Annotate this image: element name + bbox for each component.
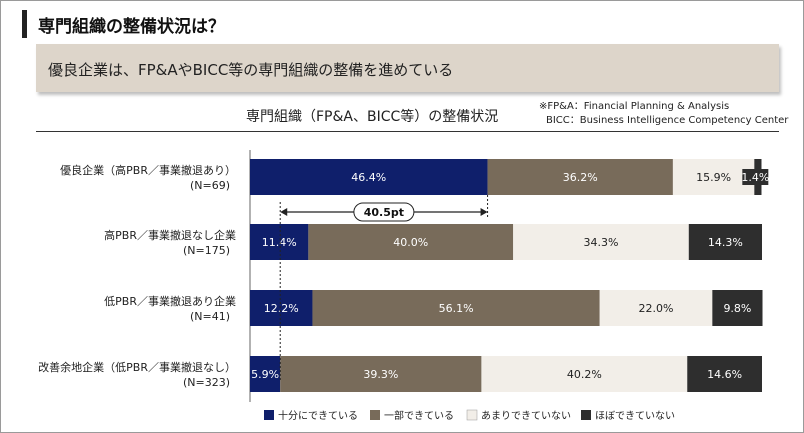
legend-label: 一部できている [384, 409, 454, 422]
bar-segment [250, 290, 313, 326]
category-label: 高PBR／事業撤退なし企業 [104, 228, 236, 242]
data-label: 56.1% [439, 302, 474, 315]
annotation-arrow-head [280, 208, 288, 216]
data-label: 12.2% [264, 302, 299, 315]
bar-segment [688, 224, 762, 260]
bar-segment [672, 159, 755, 195]
bar-segment [513, 224, 689, 260]
annotation-pill [353, 202, 415, 222]
data-label: 36.2% [563, 171, 598, 184]
data-label: 39.3% [363, 368, 398, 381]
legend-swatch [370, 410, 380, 420]
bar-segment [687, 356, 762, 392]
data-label: 15.9% [696, 171, 731, 184]
category-label: 低PBR／事業撤退あり企業 [104, 294, 236, 308]
category-label: 改善余地企業（低PBR／事業撤退なし） [38, 360, 236, 374]
bar-segment [312, 290, 600, 326]
data-label: 46.4% [351, 171, 386, 184]
data-label: 9.8% [723, 302, 751, 315]
legend-swatch [264, 410, 274, 420]
legend-label: 十分にできている [278, 409, 358, 422]
annotation-arrow-head [480, 208, 488, 216]
data-label-box [742, 169, 769, 185]
subtitle-text: 優良企業は、FP&AやBICC等の専門組織の整備を進めている [48, 61, 454, 79]
bar-segment [250, 159, 488, 195]
legend-label: ほぼできていない [595, 410, 675, 422]
legend-swatch [581, 410, 591, 420]
bar-segment [712, 290, 763, 326]
bar-segment [250, 356, 281, 392]
bar-segment [308, 224, 514, 260]
category-n-label: (N=323) [183, 376, 230, 389]
footnote-fpa: ※FP&A：Financial Planning & Analysis [539, 101, 730, 112]
data-label: 34.3% [583, 236, 618, 249]
bar-segment [280, 356, 482, 392]
bar-segment [487, 159, 673, 195]
category-n-label: (N=69) [190, 179, 230, 192]
bar-segment [250, 224, 309, 260]
chart-top-rule [36, 131, 779, 132]
footnote-bicc: BICC：Business Intelligence Competency Ce… [546, 115, 789, 126]
data-label: 1.4% [741, 171, 769, 184]
chart-title: 専門組織（FP&A、BICC等）の整備状況 [246, 109, 499, 125]
page-title: 専門組織の整備状況は？ [38, 17, 225, 37]
legend-swatch [466, 409, 478, 421]
data-label: 22.0% [639, 302, 674, 315]
category-n-label: (N=175) [183, 244, 230, 257]
data-label: 40.0% [393, 236, 428, 249]
category-label: 優良企業（高PBR／事業撤退あり） [60, 163, 236, 177]
subtitle-box: 優良企業は、FP&AやBICC等の専門組織の整備を進めている [36, 44, 779, 92]
data-label: 5.9% [251, 368, 279, 381]
bar-segment [599, 290, 713, 326]
legend-label: あまりできていない [481, 410, 571, 422]
bar-segment [481, 356, 688, 392]
data-label: 14.3% [708, 236, 743, 249]
data-label: 40.2% [567, 368, 602, 381]
title-accent-bar [22, 10, 27, 38]
data-label: 11.4% [262, 236, 297, 249]
annotation-label: 40.5pt [364, 206, 404, 219]
category-n-label: (N=41) [190, 310, 230, 323]
data-label: 14.6% [707, 368, 742, 381]
